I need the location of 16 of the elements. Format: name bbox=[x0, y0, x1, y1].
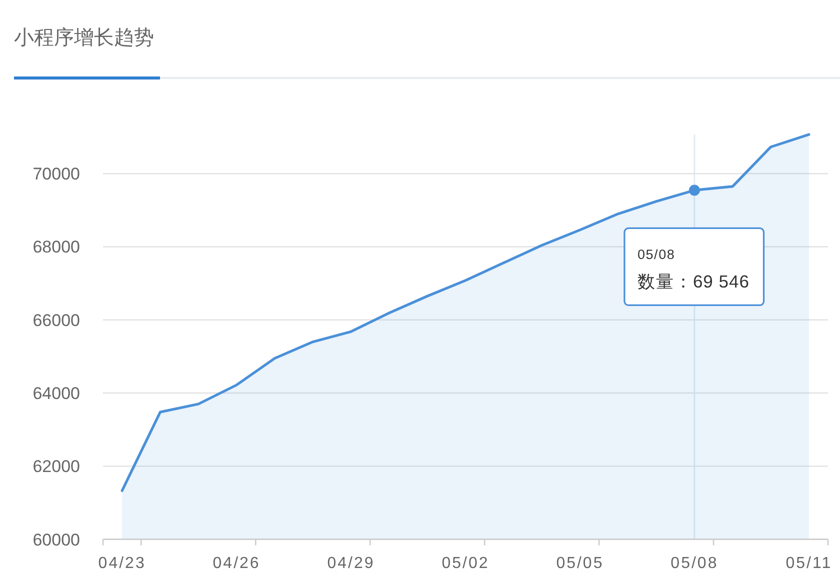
annotation: 05/08 bbox=[637, 247, 676, 262]
x-tick-label: 05/02 bbox=[442, 555, 490, 572]
x-tick-label: 05/11 bbox=[786, 555, 832, 572]
y-tick-label: 62000 bbox=[32, 457, 80, 476]
y-tick-label: 64000 bbox=[32, 384, 80, 403]
chart-title: 小程序增长趋势 bbox=[14, 27, 154, 49]
x-tick-label: 04/29 bbox=[327, 555, 375, 572]
y-tick-label: 60000 bbox=[32, 530, 80, 550]
annotation: 数量：69 546 bbox=[637, 272, 750, 292]
y-tick-label: 70000 bbox=[32, 164, 80, 184]
x-tick-label: 04/23 bbox=[98, 555, 146, 572]
x-tick-label: 04/26 bbox=[212, 555, 260, 572]
y-tick-label: 66000 bbox=[32, 310, 80, 330]
y-tick-label: 68000 bbox=[32, 238, 80, 257]
x-tick-label: 05/08 bbox=[670, 555, 718, 572]
x-tick-label: 05/05 bbox=[556, 555, 604, 572]
